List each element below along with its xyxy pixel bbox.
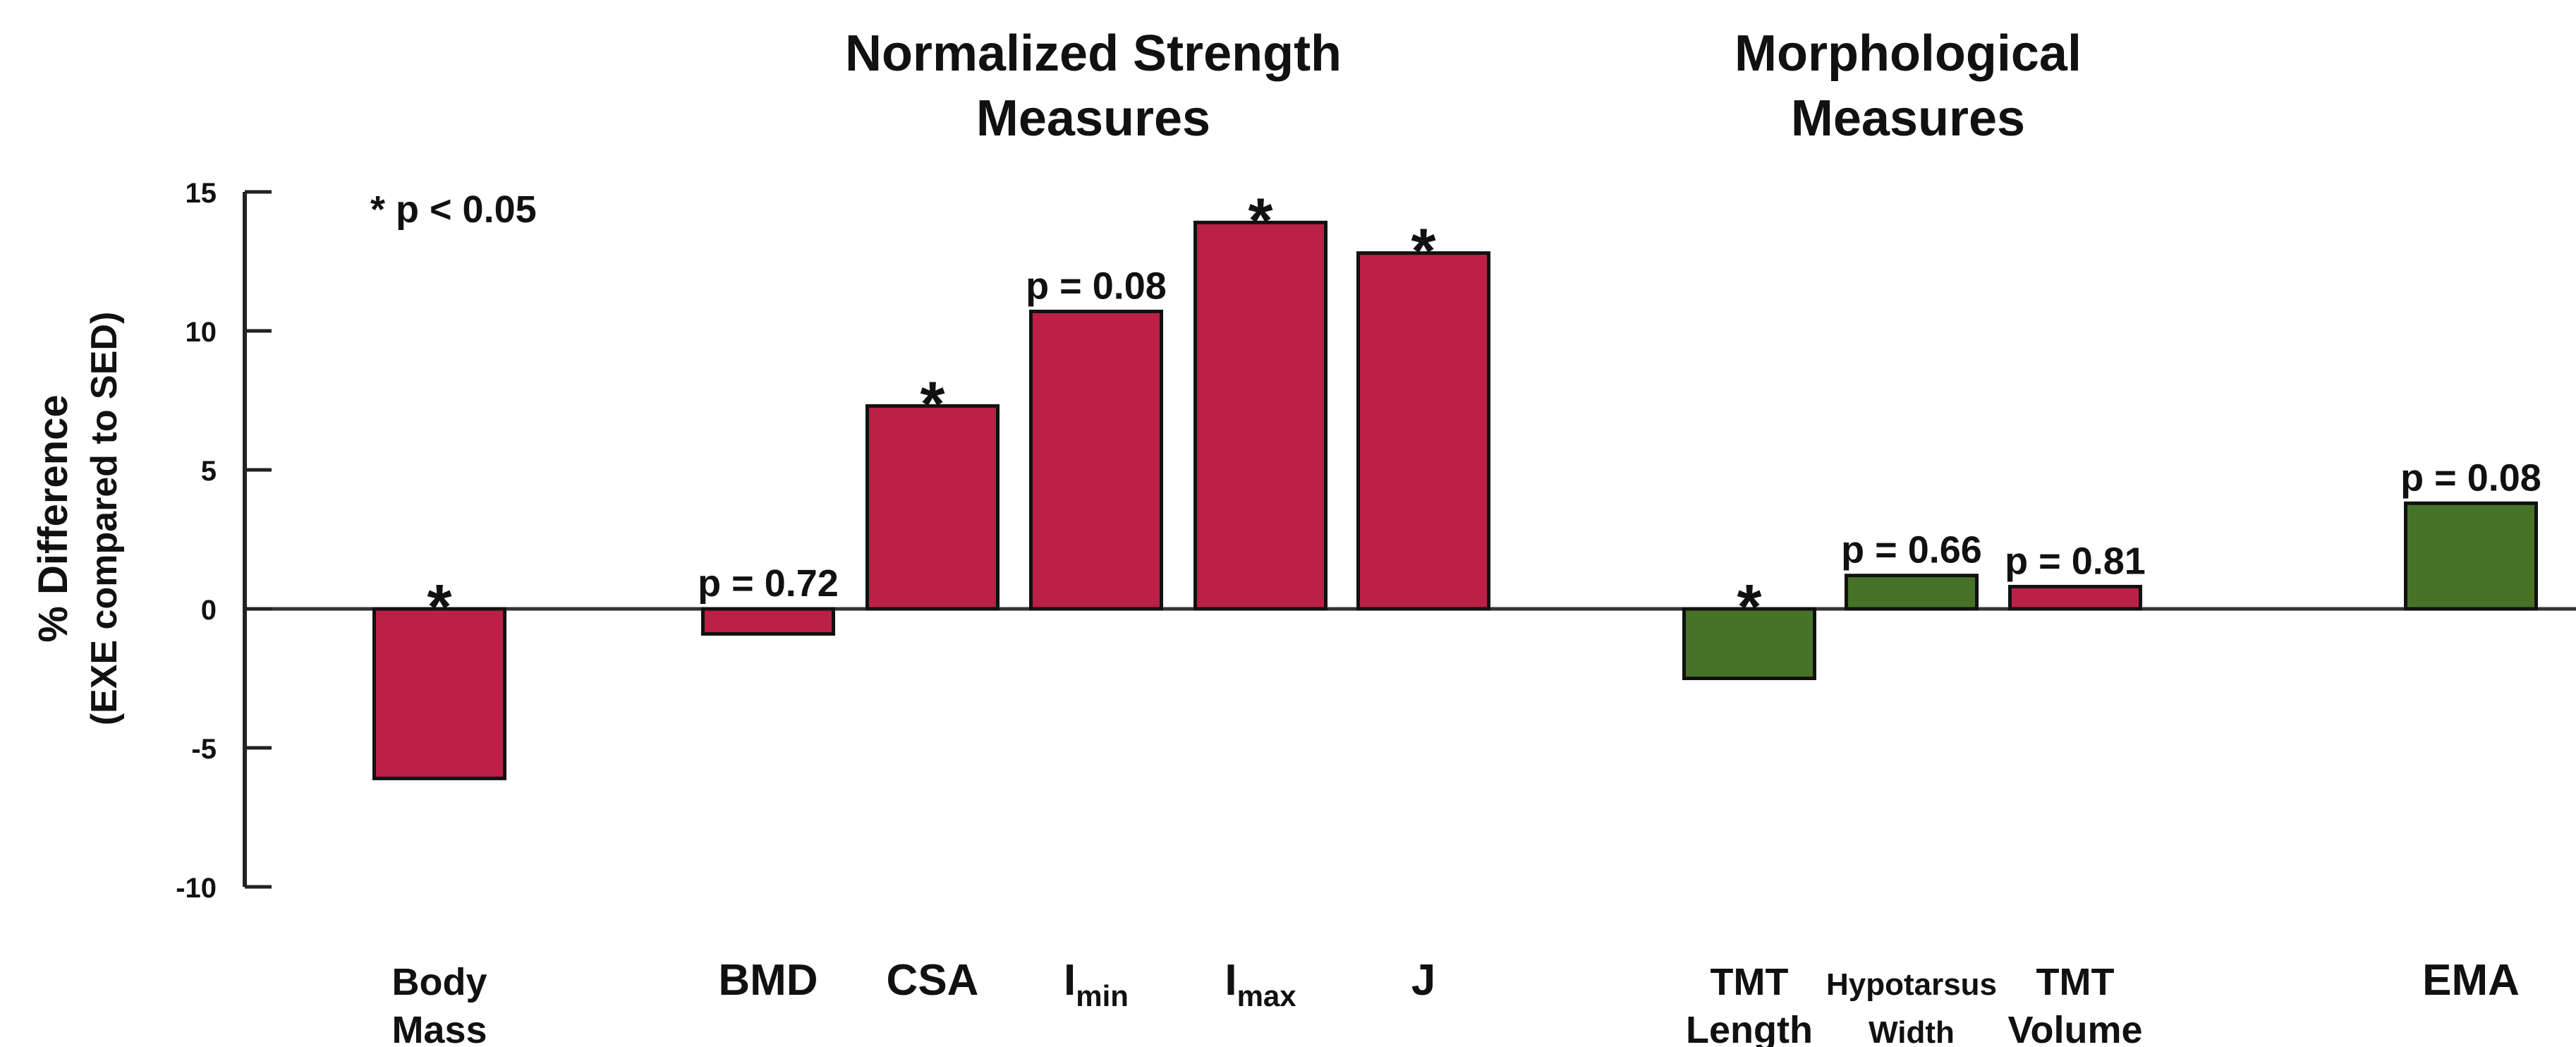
bar-hypotarsuswidth	[1845, 574, 1979, 611]
category-label: Body	[392, 961, 487, 1003]
bar-annotation: *	[1411, 217, 1435, 287]
category-label: EMA	[2422, 956, 2520, 1005]
category-label: Imax	[1225, 956, 1296, 1012]
bar-bmd	[701, 607, 835, 636]
category-label: BMD	[718, 956, 818, 1005]
category-label: TMT	[1711, 961, 1789, 1003]
category-label: Hypotarsus	[1826, 967, 1997, 1002]
category-label-subscript: min	[1076, 979, 1129, 1012]
bar-ema	[2404, 501, 2538, 611]
bar-annotation: *	[1248, 186, 1272, 256]
group-title-strength-line1: Normalized Strength	[845, 25, 1342, 82]
category-label-line2: Length	[1686, 1009, 1813, 1047]
bar-j	[1356, 251, 1490, 611]
group-title-morphological-line1: Morphological	[1734, 25, 2082, 82]
category-label-line2: Width	[1869, 1015, 1955, 1047]
bar-annotation: *	[427, 572, 451, 643]
y-axis-title-line2: (EXE compared to SED)	[84, 312, 125, 726]
bar-imin	[1029, 309, 1163, 611]
bar-annotation: p = 0.08	[2400, 456, 2541, 499]
bar-annotation: *	[920, 369, 944, 440]
y-tick-label: 0	[201, 595, 217, 626]
category-label: TMT	[2036, 961, 2115, 1003]
group-title-strength-line2: Measures	[976, 90, 1210, 147]
y-tick-label: 15	[186, 178, 217, 209]
bar-annotation: p = 0.72	[698, 562, 839, 605]
y-tick-label: 5	[201, 456, 217, 487]
y-tick-label: -10	[176, 873, 217, 904]
significance-note: * p < 0.05	[370, 188, 537, 231]
category-label-line2: Volume	[2007, 1009, 2142, 1047]
bar-annotation: p = 0.08	[1026, 265, 1167, 307]
bar-bodymass	[372, 607, 506, 780]
bar-imax	[1193, 220, 1328, 611]
y-tick-label: -5	[191, 734, 217, 765]
bar-annotation: *	[1737, 572, 1761, 643]
y-tick-label: 10	[186, 317, 217, 348]
bar-annotation: p = 0.66	[1841, 529, 1982, 571]
category-label: Imin	[1064, 956, 1129, 1012]
category-label-line2: Mass	[391, 1009, 487, 1047]
y-axis-title-line1: % Difference	[30, 394, 76, 642]
category-label: J	[1411, 956, 1435, 1005]
group-title-morphological-line2: Measures	[1791, 90, 2025, 147]
category-label-subscript: max	[1237, 979, 1297, 1012]
bar-tmtlength	[1682, 607, 1816, 680]
bar-csa	[865, 404, 1000, 611]
bar-annotation: p = 0.81	[2005, 540, 2146, 582]
bar-tmtvolume	[2008, 584, 2142, 611]
category-label: CSA	[887, 956, 979, 1005]
